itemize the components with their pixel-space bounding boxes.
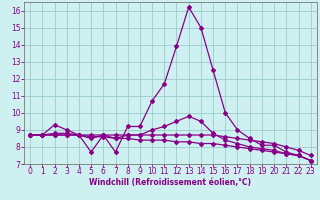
X-axis label: Windchill (Refroidissement éolien,°C): Windchill (Refroidissement éolien,°C) — [89, 178, 252, 187]
